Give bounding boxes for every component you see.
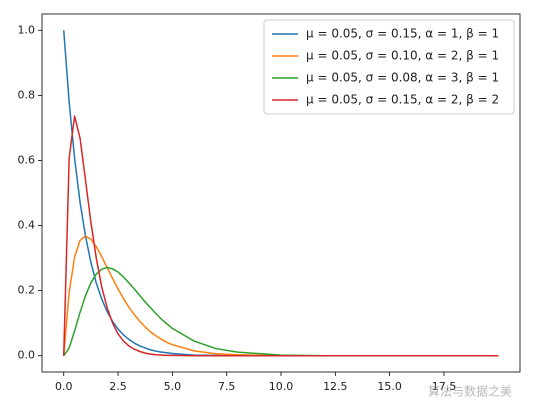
legend-label: μ = 0.05, σ = 0.08, α = 3, β = 1 <box>306 71 499 85</box>
plot-frame <box>41 13 521 373</box>
x-tick-label: 5.0 <box>164 380 182 393</box>
x-tick-label: 17.5 <box>432 380 457 393</box>
y-tick-label: 0.6 <box>18 153 36 166</box>
x-tick-label: 0.0 <box>55 380 73 393</box>
legend-label: μ = 0.05, σ = 0.15, α = 1, β = 1 <box>306 27 499 41</box>
y-tick-label: 0.2 <box>18 284 36 297</box>
legend-box <box>263 19 515 115</box>
legend: μ = 0.05, σ = 0.15, α = 1, β = 1 μ = 0.05… <box>263 19 515 115</box>
x-tick-label: 7.5 <box>218 380 236 393</box>
legend-label: μ = 0.05, σ = 0.10, α = 2, β = 1 <box>306 49 499 63</box>
y-tick-label: 1.0 <box>18 23 36 36</box>
watermark: 算法与数据之美 <box>428 384 512 399</box>
x-tick-label: 2.5 <box>109 380 127 393</box>
x-tick-label: 12.5 <box>323 380 348 393</box>
y-tick-label: 0.0 <box>18 349 36 362</box>
x-tick-label: 15.0 <box>377 380 402 393</box>
y-tick-label: 0.4 <box>18 219 36 232</box>
x-tick-label: 10.0 <box>269 380 294 393</box>
legend-label: μ = 0.05, σ = 0.15, α = 2, β = 2 <box>306 93 499 107</box>
y-tick-label: 0.8 <box>18 88 36 101</box>
series-line <box>62 115 499 357</box>
